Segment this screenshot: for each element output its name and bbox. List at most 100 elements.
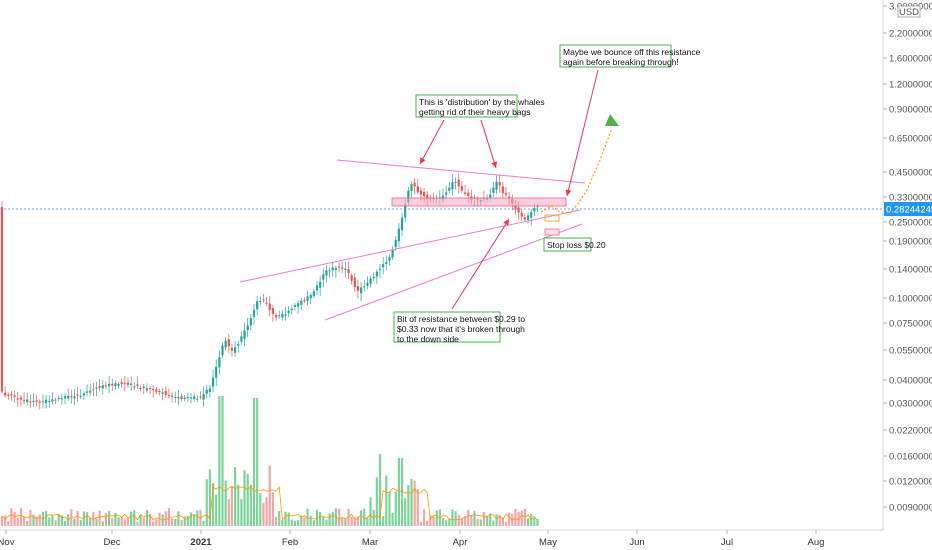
volume-bar xyxy=(476,518,479,526)
currency-badge[interactable] xyxy=(897,5,921,18)
volume-bar xyxy=(344,518,347,526)
drawings-layer xyxy=(239,69,619,321)
candle-body xyxy=(344,268,347,270)
candle-body xyxy=(41,401,45,403)
volume-bar xyxy=(410,478,413,526)
candle-body xyxy=(10,394,13,396)
stop-loss-zone[interactable] xyxy=(544,228,560,236)
candle-body xyxy=(108,383,111,387)
time-tick-label: Aug xyxy=(808,537,825,548)
support-trendline-upper[interactable] xyxy=(239,209,581,283)
candle-body xyxy=(79,395,82,397)
annotation-stop-loss[interactable]: Stop loss $0.20 xyxy=(543,237,606,252)
candle-body xyxy=(215,366,218,378)
annotation-resistance-text: to the down side xyxy=(397,334,459,344)
candle-body xyxy=(22,399,26,401)
candle-body xyxy=(319,281,322,288)
volume-bar xyxy=(32,514,35,526)
volume-bar xyxy=(400,458,404,526)
volume-bar xyxy=(243,470,246,526)
candle-body xyxy=(155,389,158,392)
volume-bar xyxy=(448,518,451,526)
volume-bar xyxy=(325,519,328,526)
volume-bar xyxy=(413,480,416,526)
candle-body xyxy=(259,301,262,303)
volume-bar xyxy=(486,515,489,526)
volume-bar xyxy=(202,521,205,526)
volume-layer xyxy=(0,396,539,526)
candle-body xyxy=(114,383,117,387)
time-tick-label: Nov xyxy=(0,537,15,548)
volume-bar xyxy=(309,515,312,526)
candle-body xyxy=(164,391,167,396)
volume-bar xyxy=(196,510,199,526)
candle-body xyxy=(130,383,133,385)
volume-bar xyxy=(278,511,281,526)
candle-body xyxy=(356,286,360,291)
volume-bar xyxy=(73,518,76,526)
volume-bar xyxy=(306,508,309,526)
annotation-bounce[interactable]: Maybe we bounce off this resistanceagain… xyxy=(559,44,701,68)
candle-body xyxy=(284,314,287,316)
annotation-distribution[interactable]: This is 'distribution' by the whalesgett… xyxy=(415,94,545,118)
candle-body xyxy=(211,377,215,387)
candle-body xyxy=(360,287,363,294)
volume-bar xyxy=(130,511,133,526)
candle-body xyxy=(224,340,227,348)
candle-body xyxy=(117,383,120,386)
candle-body xyxy=(237,343,240,346)
volume-bar xyxy=(268,465,271,526)
volume-bar xyxy=(167,508,171,526)
volume-bar xyxy=(249,484,252,526)
candle-body xyxy=(337,266,341,268)
volume-bar xyxy=(22,516,26,526)
candle-body xyxy=(252,309,256,317)
volume-bar xyxy=(123,518,126,526)
volume-bar xyxy=(407,484,410,526)
volume-bar xyxy=(262,502,265,526)
volume-bar xyxy=(85,512,89,526)
candle-body xyxy=(4,392,7,396)
candle-body xyxy=(363,286,366,288)
candle-body xyxy=(126,382,130,385)
volume-bar xyxy=(211,483,215,526)
candle-body xyxy=(243,330,246,339)
candle-body xyxy=(353,277,356,288)
entry-zone[interactable] xyxy=(544,214,560,222)
candle-body xyxy=(334,268,337,270)
candle-body xyxy=(265,302,268,304)
candle-body xyxy=(341,267,344,269)
resistance-zone[interactable] xyxy=(391,197,567,207)
projection-path[interactable] xyxy=(540,127,613,214)
volume-bar xyxy=(385,475,388,526)
volume-bar xyxy=(57,514,60,526)
candle-body xyxy=(426,194,429,199)
volume-bar xyxy=(438,509,441,526)
upper-trendline[interactable] xyxy=(336,159,586,184)
volume-bar xyxy=(51,515,54,526)
volume-bar xyxy=(189,512,193,526)
candle-body xyxy=(312,291,315,297)
support-trendline-lower[interactable] xyxy=(324,223,583,321)
candle-body xyxy=(186,397,189,399)
volume-bar xyxy=(186,516,189,526)
annotation-resistance[interactable]: Bit of resistance between $0.29 to$0.33 … xyxy=(393,311,525,344)
volume-bar xyxy=(526,518,530,526)
volume-bar xyxy=(221,396,224,526)
volume-bar xyxy=(337,508,341,526)
annotation-resistance-text: Bit of resistance between $0.29 to xyxy=(397,314,525,324)
volume-bar xyxy=(489,513,492,526)
volume-bar xyxy=(120,517,123,526)
candle-body xyxy=(268,303,271,311)
volume-bar xyxy=(517,511,520,526)
candle-body xyxy=(152,389,155,391)
candle-body xyxy=(120,382,123,384)
time-axis[interactable]: Nov Dec 2021 Feb Mar Apr May Jun Jul Aug xyxy=(0,529,883,548)
